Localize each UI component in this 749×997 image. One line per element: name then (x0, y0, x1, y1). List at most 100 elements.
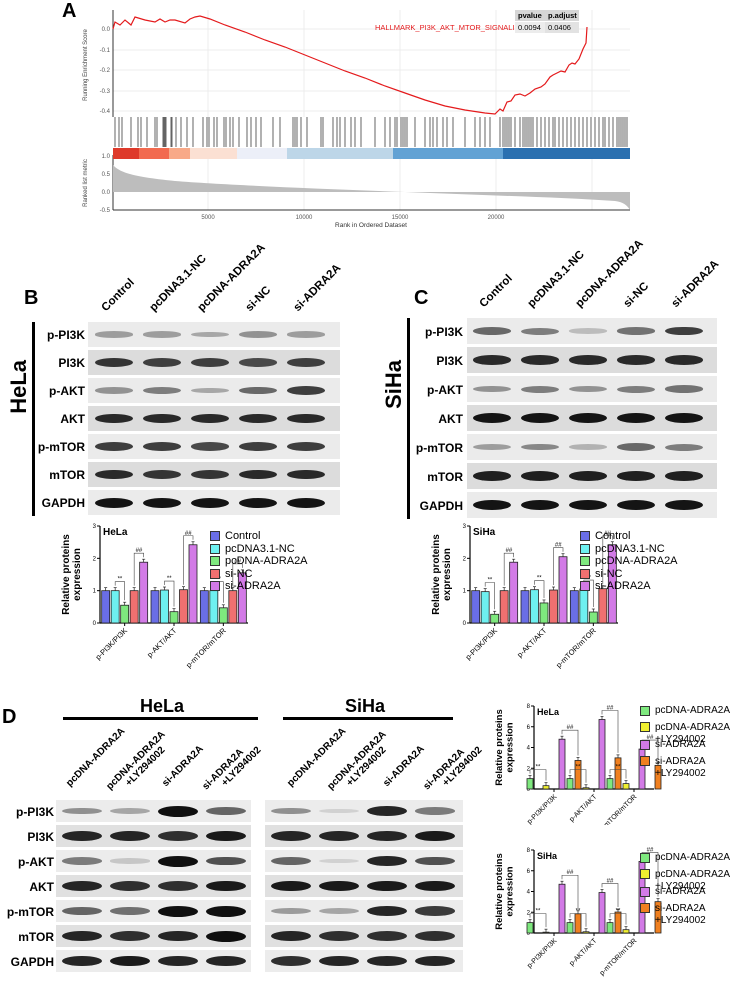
chart-title: HeLa (537, 707, 560, 717)
protein-label: PI3K (436, 353, 463, 368)
y-tick-label: 6 (527, 725, 531, 731)
legend-swatch (210, 531, 220, 541)
protein-band (271, 907, 311, 915)
legend-label: si-ADRA2A +LY294002 (655, 903, 706, 926)
bar (598, 892, 606, 934)
protein-band (521, 413, 559, 423)
protein-band (95, 442, 133, 451)
protein-band (569, 385, 607, 393)
x-tick-label: p-AKT/AKT (145, 626, 178, 659)
protein-band (110, 881, 150, 891)
significance-bracket (503, 552, 514, 586)
western-blot-c: SiHa Control pcDNA3.1-NC pcDNA-ADRA2A si-NC s… (375, 230, 749, 520)
bar (582, 787, 590, 790)
protein-band (239, 413, 277, 424)
protein-band (110, 931, 150, 941)
significance-bracket (529, 769, 547, 781)
y-axis-label: Relative proteinsexpression (494, 853, 516, 930)
significance-bracket (534, 580, 545, 598)
protein-label: PI3K (27, 829, 54, 844)
x-tick-label: p-mTOR/mTOR (599, 937, 639, 977)
x-tick-label: p-AKT/AKT (568, 793, 598, 823)
significance-marker: ## (604, 531, 611, 537)
protein-band (367, 905, 407, 917)
y-tick-label: 8 (527, 848, 531, 854)
protein-label: GAPDH (10, 954, 54, 969)
bar (539, 602, 549, 624)
significance-bracket (232, 563, 243, 586)
legend-label: si-ADRA2A +LY294002 (655, 756, 706, 779)
protein-band (95, 331, 133, 338)
significance-bracket (561, 874, 579, 909)
protein-label: p-AKT (18, 854, 54, 869)
protein-band (287, 442, 325, 451)
protein-band (319, 858, 359, 864)
significance-marker: ** (576, 909, 581, 915)
lane-label: si-NC (243, 284, 274, 314)
protein-band (143, 387, 181, 394)
protein-label: GAPDH (419, 498, 463, 513)
y-tick-label: 6 (527, 869, 531, 875)
chart-title: SiHa (473, 527, 496, 538)
protein-band (143, 358, 181, 367)
protein-band (191, 442, 229, 451)
group-bar-hela (63, 717, 258, 720)
protein-band (367, 955, 407, 967)
protein-band (415, 807, 455, 815)
legend-label: pcDNA-ADRA2A (225, 555, 308, 567)
protein-band (287, 358, 325, 367)
gsea-ylabel-bottom: Ranked list metric (83, 159, 89, 207)
gsea-ytick-bottom: -0.5 (100, 208, 111, 214)
protein-band (239, 442, 277, 451)
protein-band (287, 413, 325, 424)
y-label-line: Relative proteins (494, 853, 505, 930)
significance-marker: ## (607, 705, 614, 711)
protein-band (239, 358, 277, 367)
x-tick-label: p-AKT/AKT (515, 626, 548, 659)
legend-swatch (640, 740, 650, 750)
protein-band (239, 331, 277, 338)
protein-band (287, 497, 325, 508)
legend-swatch (580, 568, 590, 579)
legend-swatch (580, 543, 590, 554)
x-tick-label: p-AKT/AKT (568, 937, 598, 967)
legend-swatch (640, 887, 650, 897)
bar (199, 590, 209, 624)
legend-item: pcDNA-ADRA2A (580, 555, 678, 567)
chart-svg: 0 1 2 3 HeLa Relative proteinsexpression ** ## p… (61, 524, 248, 670)
protein-band (367, 855, 407, 867)
cell-line-bracket (407, 318, 410, 519)
protein-label: AKT (60, 412, 85, 426)
protein-band (473, 500, 511, 510)
legend-swatch (210, 556, 220, 566)
protein-label: mTOR (427, 469, 463, 484)
bar (588, 611, 598, 624)
protein-band (665, 500, 703, 510)
protein-band (319, 808, 359, 814)
gsea-xtick: 15000 (392, 215, 409, 221)
bar (582, 931, 590, 934)
blot-strip (56, 900, 251, 922)
y-label-line: Relative proteins (494, 709, 505, 786)
significance-marker: ** (576, 765, 581, 771)
protein-band (473, 327, 511, 335)
legend-item: Control (580, 530, 630, 542)
gsea-plot: 0.0 -0.1 -0.2 -0.3 -0.4 1.0 0.5 0.0 -0.5… (75, 5, 640, 230)
significance-marker: ** (488, 578, 493, 584)
protein-band (158, 855, 198, 867)
significance-bracket (133, 552, 144, 586)
x-tick-label: p-mTOR/mTOR (184, 626, 228, 670)
gsea-ytick-bottom: 0.5 (102, 172, 111, 178)
legend-item: si-ADRA2A (640, 739, 706, 751)
legend-item: si-ADRA2A (210, 580, 281, 592)
western-blot-b: HeLa Control pcDNA3.1-NC pcDNA-ADRA2A si-NC s… (0, 230, 375, 520)
significance-marker: ** (537, 576, 542, 582)
protein-band (95, 387, 133, 394)
y-axis-label: Relative proteinsexpression (431, 534, 453, 615)
gsea-ytick: -0.2 (100, 68, 111, 74)
significance-marker: ## (234, 559, 241, 565)
legend-item: si-ADRA2A (580, 580, 651, 592)
protein-band (62, 930, 102, 942)
bar (558, 738, 566, 790)
protein-band (415, 955, 455, 967)
